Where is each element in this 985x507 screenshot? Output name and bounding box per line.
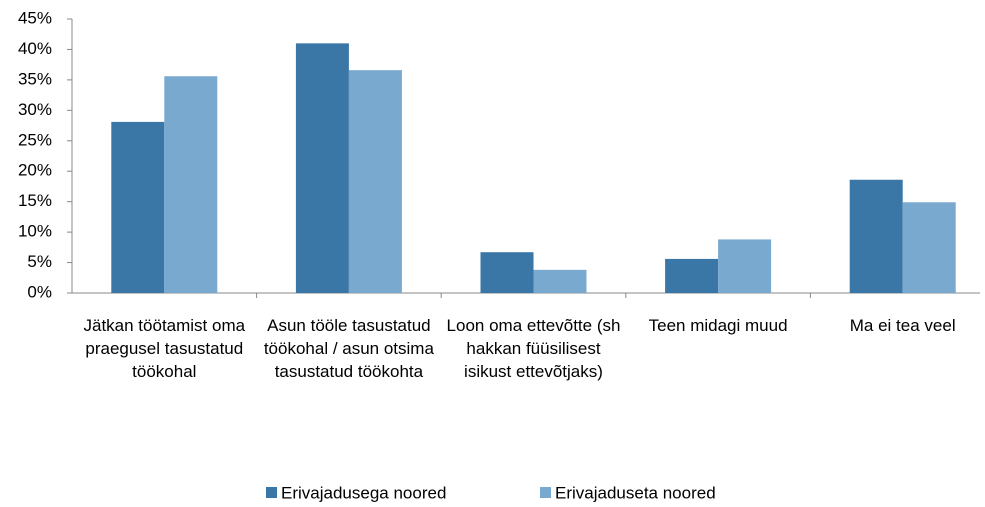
y-tick-label: 40% xyxy=(18,39,52,58)
bar xyxy=(164,76,218,293)
bar xyxy=(533,269,587,293)
legend-label: Erivajaduseta noored xyxy=(555,483,716,502)
y-tick-label: 0% xyxy=(27,282,52,301)
legend-swatch xyxy=(266,487,277,498)
y-tick-label: 35% xyxy=(18,69,52,88)
x-tick-label: Ma ei tea veel xyxy=(849,316,956,335)
bar xyxy=(902,202,956,293)
bar xyxy=(665,258,719,293)
y-tick-label: 25% xyxy=(18,130,52,149)
y-tick-label: 5% xyxy=(27,252,52,271)
legend-swatch xyxy=(540,487,551,498)
y-tick-label: 20% xyxy=(18,161,52,180)
x-tick-label: Teen midagi muud xyxy=(648,316,788,335)
bar xyxy=(718,239,772,293)
bar xyxy=(348,70,402,293)
x-tick-label: Asun tööle tasustatud töökohal / asun ot… xyxy=(263,316,434,381)
x-tick-label: Jätkan töötamist oma praegusel tasustatu… xyxy=(83,316,246,381)
y-tick-label: 10% xyxy=(18,222,52,241)
bar xyxy=(295,43,349,293)
x-tick-label: Loon oma ettevõtte (sh hakkan füüsilises… xyxy=(446,316,621,381)
bar xyxy=(111,121,165,293)
y-tick-label: 15% xyxy=(18,191,52,210)
legend-label: Erivajadusega noored xyxy=(281,483,446,502)
bar xyxy=(480,252,534,293)
bar xyxy=(849,179,903,293)
y-tick-label: 45% xyxy=(18,8,52,27)
y-tick-label: 30% xyxy=(18,100,52,119)
